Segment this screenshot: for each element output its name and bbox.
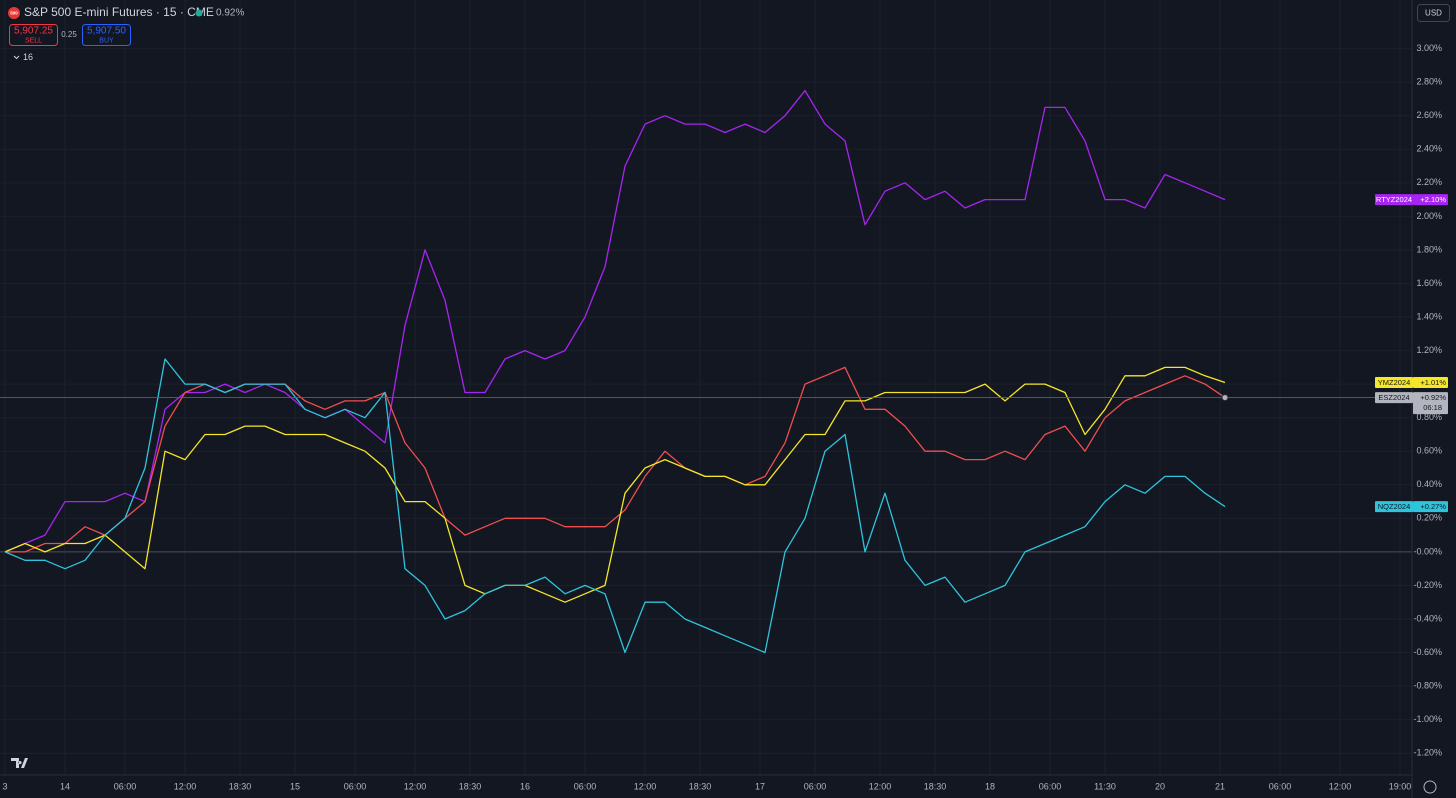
series-name-tag [1375, 392, 1413, 404]
tv-logo [11, 758, 28, 768]
series-line [4, 358, 1226, 654]
spread: 0.25 [61, 30, 77, 39]
series-name-tag [1375, 376, 1413, 388]
value-tag-text: +0.92% [1420, 393, 1446, 402]
y-tick-label: 1.20% [1416, 345, 1442, 355]
x-tick-label: 3 [2, 781, 7, 791]
x-tick-label: 18:30 [924, 781, 947, 791]
symbol-logo-text: 500 [10, 11, 18, 16]
y-tick-label: 2.20% [1416, 177, 1442, 187]
x-tick-label: 18:30 [689, 781, 712, 791]
buy-label: BUY [99, 37, 114, 44]
market-status [195, 9, 203, 17]
x-tick-label: 20 [1155, 781, 1165, 791]
y-tick-label: -0.00% [1413, 546, 1442, 556]
x-tick-label: 18 [985, 781, 995, 791]
buy-button[interactable] [82, 24, 131, 46]
x-tick-label: 06:00 [574, 781, 597, 791]
x-tick-label: 15 [290, 781, 300, 791]
y-tick-label: 1.40% [1416, 311, 1442, 321]
value-tag [1413, 392, 1448, 415]
last-point [1221, 394, 1229, 402]
symbol-logo [8, 7, 20, 19]
value-tag [1413, 194, 1448, 206]
y-tick-label: 2.00% [1416, 211, 1442, 221]
chevron [13, 55, 20, 60]
y-tick-label: 2.40% [1416, 144, 1442, 154]
series-name: ESZ2024 [1378, 393, 1409, 402]
x-tick-label: 12:00 [869, 781, 892, 791]
series-name: YMZ2024 [1378, 378, 1411, 387]
y-tick-label: -1.20% [1413, 748, 1442, 758]
value-tag [1413, 376, 1448, 388]
end-labels: RTYZ2024 +2.10% ESZ2024 +0.92%06:18 YMZ2024 +… [1375, 194, 1448, 513]
y-tick-label: 0.20% [1416, 513, 1442, 523]
settings-icon[interactable] [1423, 780, 1437, 794]
y-tick-label: 2.60% [1416, 110, 1442, 120]
value-tag-text: +0.27% [1420, 502, 1446, 511]
x-tick-label: 12:00 [1329, 781, 1352, 791]
indicators-toggle[interactable] [9, 50, 36, 65]
y-tick-label: 0.80% [1416, 412, 1442, 422]
series-line [4, 89, 1226, 553]
buy-price: 5,907.50 [87, 26, 126, 37]
x-tick-label: 06:00 [1039, 781, 1062, 791]
x-tick-label: 12:00 [174, 781, 197, 791]
x-tick-label: 17 [755, 781, 765, 791]
series-line [4, 366, 1226, 603]
countdown: 06:18 [1423, 403, 1442, 412]
x-tick-label: 06:00 [114, 781, 137, 791]
x-tick-label: 19:00 [1389, 781, 1412, 791]
y-tick-label: 1.80% [1416, 244, 1442, 254]
y-tick-label: -0.20% [1413, 580, 1442, 590]
indicators-count: 16 [23, 52, 33, 62]
sell-price: 5,907.25 [14, 26, 53, 37]
x-tick-label: 06:00 [344, 781, 367, 791]
series-lines [0, 89, 1412, 654]
series-name: NQZ2024 [1378, 502, 1411, 511]
currency: USD [1425, 9, 1442, 18]
value-tag-text: +2.10% [1420, 195, 1446, 204]
x-tick-label: 06:00 [1269, 781, 1292, 791]
sell-button[interactable] [9, 24, 58, 46]
x-tick-label: 18:30 [229, 781, 252, 791]
series-name-tag [1375, 194, 1413, 206]
sell-label: SELL [25, 37, 42, 44]
y-tick-label: 3.00% [1416, 43, 1442, 53]
series-name-tag [1375, 501, 1413, 513]
y-tick-label: 1.60% [1416, 278, 1442, 288]
symbol-title[interactable]: S&P 500 E-mini Futures · 15 · CME [24, 5, 214, 19]
value-tag [1413, 501, 1448, 513]
y-tick-label: -0.60% [1413, 647, 1442, 657]
y-tick-label: 2.80% [1416, 77, 1442, 87]
value-tag-text: +1.01% [1420, 378, 1446, 387]
x-tick-label: 14 [60, 781, 70, 791]
series-name: RTYZ2024 [1376, 195, 1412, 204]
x-tick-label: 21 [1215, 781, 1225, 791]
x-tick-label: 11:30 [1094, 781, 1116, 791]
x-tick-label: 16 [520, 781, 530, 791]
x-tick-label: 12:00 [634, 781, 657, 791]
y-tick-label: 0.60% [1416, 446, 1442, 456]
y-tick-label: -0.40% [1413, 613, 1442, 623]
y-tick-label: 0.40% [1416, 479, 1442, 489]
x-tick-label: 06:00 [804, 781, 827, 791]
axes: 3.00% 2.80% 2.60% 2.40% 2.20% 2.00% 1.80% 1.60%… [2, 43, 1442, 791]
x-tick-label: 12:00 [404, 781, 427, 791]
grid [0, 551, 1412, 553]
currency-button[interactable] [1417, 4, 1450, 22]
x-tick-label: 18:30 [459, 781, 482, 791]
change: 0.92% [216, 8, 244, 19]
y-tick-label: -0.80% [1413, 680, 1442, 690]
y-tick-label: -1.00% [1413, 714, 1442, 724]
